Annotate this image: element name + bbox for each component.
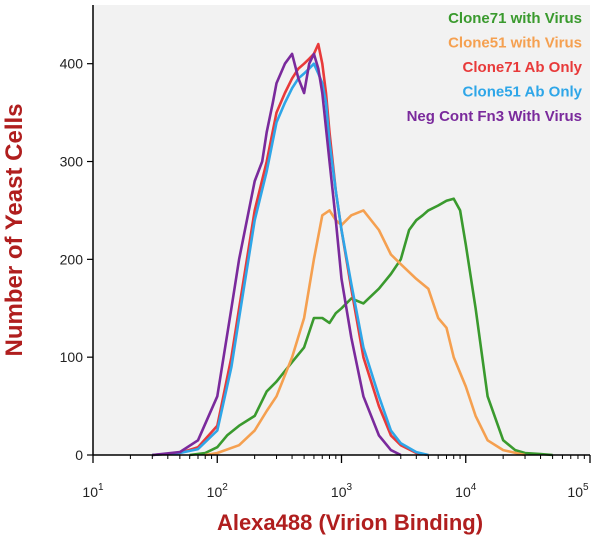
x-tick-label: 103 [331, 482, 353, 500]
series-line-1 [204, 209, 526, 457]
y-axis-label: Number of Yeast Cells [1, 104, 28, 357]
y-tick-label: 200 [60, 251, 84, 267]
y-tick-label: 300 [60, 154, 84, 170]
series-line-0 [189, 197, 553, 457]
x-tick-label: 104 [455, 482, 477, 500]
legend-entry-3: Clone51 Ab Only [463, 84, 583, 101]
legend-entry-0: Clone71 with Virus [448, 10, 582, 27]
legend-entry-1: Clone51 with Virus [448, 35, 582, 52]
series-line-3 [152, 62, 429, 457]
x-axis-label: Alexa488 (Virion Binding) [217, 510, 483, 535]
legend-entry-4: Neg Cont Fn3 With Virus [407, 108, 582, 125]
y-tick-label: 400 [60, 56, 84, 72]
series-line-4 [152, 52, 402, 457]
legend-entry-2: Clone71 Ab Only [463, 59, 583, 76]
legend: Clone71 with Virus Clone51 with Virus Clon… [407, 10, 583, 125]
x-tick-label: 102 [207, 482, 229, 500]
ticks: 0 100 200 300 400 101 102 103 104 105 [60, 56, 591, 500]
y-tick-label: 0 [75, 447, 83, 463]
y-tick-label: 100 [60, 349, 84, 365]
x-tick-label: 101 [82, 482, 104, 500]
x-tick-label: 105 [567, 482, 589, 500]
series-curves [152, 42, 553, 457]
